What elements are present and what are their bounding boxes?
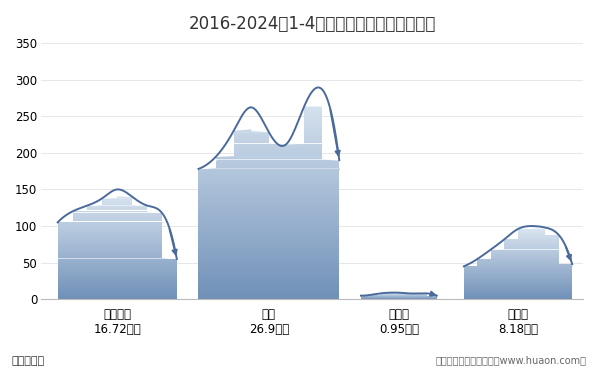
Title: 2016-2024年1-4月青岛保险分险种收入统计: 2016-2024年1-4月青岛保险分险种收入统计	[188, 15, 436, 33]
Text: 制图：华经产业研究院（www.huaon.com）: 制图：华经产业研究院（www.huaon.com）	[435, 355, 586, 366]
Text: 单位：亿元: 单位：亿元	[12, 355, 45, 366]
